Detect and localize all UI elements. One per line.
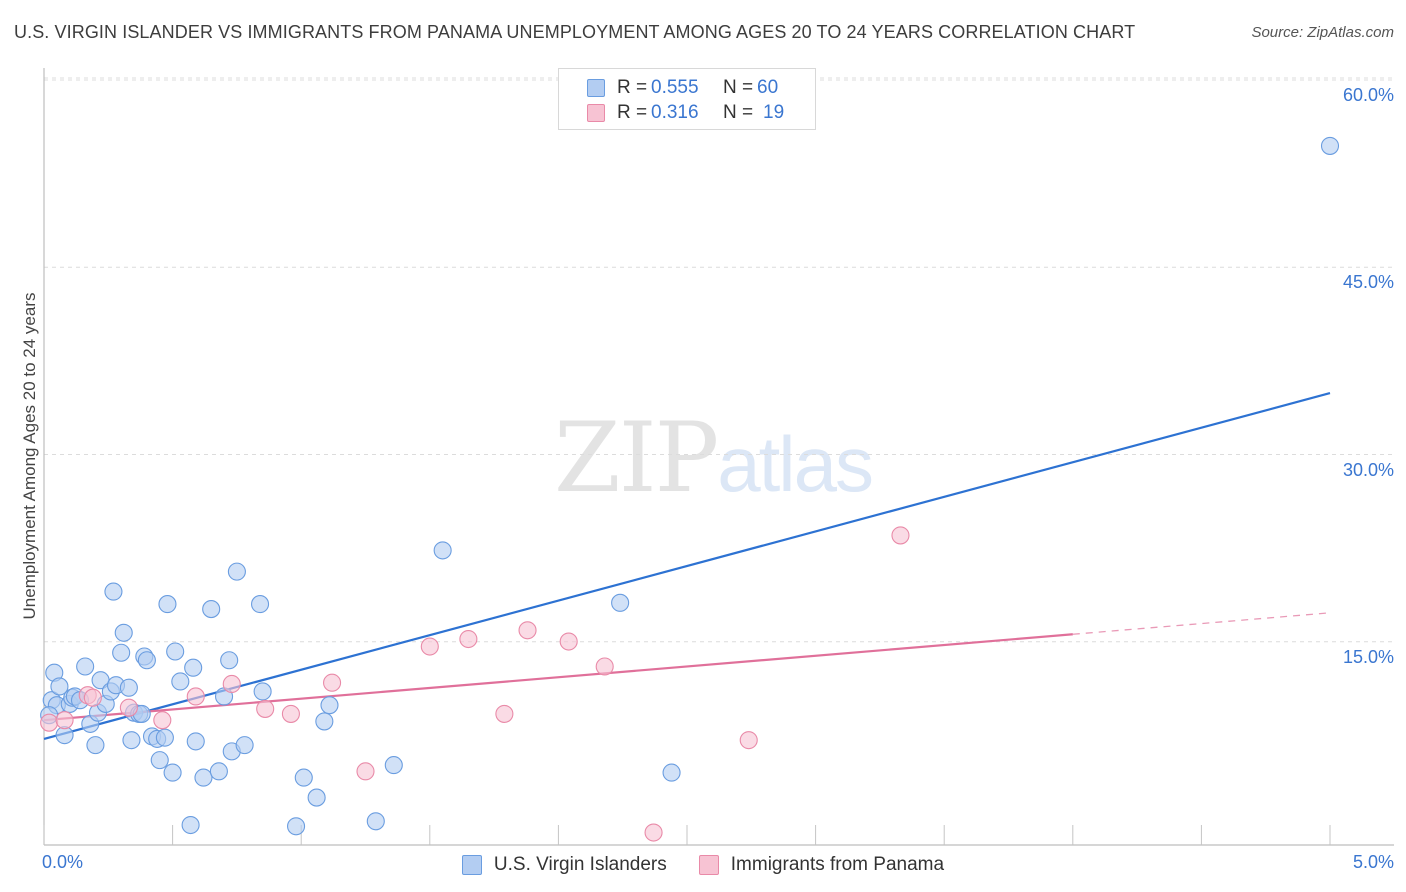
point-panama — [40, 713, 59, 732]
point-panama — [518, 621, 537, 640]
blue-swatch — [461, 855, 482, 875]
point-virgin-islanders — [209, 762, 228, 781]
point-virgin-islanders — [119, 678, 138, 697]
point-virgin-islanders — [662, 763, 681, 782]
point-panama — [153, 711, 172, 730]
watermark-atlas: atlas — [717, 420, 874, 508]
r-value: 0.555 — [651, 77, 699, 98]
point-virgin-islanders — [122, 731, 141, 750]
point-virgin-islanders — [315, 712, 334, 731]
y-tick-label: 45.0% — [1342, 272, 1394, 293]
point-virgin-islanders — [1320, 136, 1340, 155]
point-virgin-islanders — [171, 672, 190, 691]
point-virgin-islanders — [158, 595, 177, 614]
pink-swatch — [698, 855, 719, 875]
point-panama — [256, 699, 275, 718]
trend-lines — [43, 392, 1331, 740]
point-panama — [739, 731, 758, 750]
stats-row-panama: R = 0.316 N = 19 — [559, 100, 784, 126]
trend-line — [43, 392, 1331, 740]
trend-line-extension — [1072, 612, 1331, 635]
point-virgin-islanders — [114, 623, 133, 642]
n-value: 19 — [763, 102, 785, 123]
watermark-zip: ZIP — [554, 402, 719, 514]
legend-label: Immigrants from Panama — [730, 854, 945, 875]
point-virgin-islanders — [250, 595, 270, 614]
point-virgin-islanders — [433, 541, 452, 560]
legend-label: U.S. Virgin Islanders — [493, 854, 667, 875]
n-label: N = — [723, 102, 754, 123]
point-virgin-islanders — [112, 643, 131, 662]
point-virgin-islanders — [384, 756, 403, 775]
point-panama — [559, 632, 578, 651]
point-panama — [281, 704, 300, 723]
point-panama — [891, 526, 910, 545]
point-panama — [323, 673, 342, 692]
y-tick-label: 60.0% — [1342, 85, 1394, 105]
point-virgin-islanders — [86, 736, 105, 755]
point-panama — [420, 637, 439, 656]
point-virgin-islanders — [76, 657, 95, 676]
data-points — [40, 136, 1340, 842]
pink-swatch — [587, 104, 605, 122]
chart-title: U.S. VIRGIN ISLANDER VS IMMIGRANTS FROM … — [14, 22, 1136, 42]
point-virgin-islanders — [186, 732, 205, 751]
x-tick-label-max: 5.0% — [1352, 852, 1394, 872]
y-axis-label: Unemployment Among Ages 20 to 24 years — [20, 292, 39, 620]
point-virgin-islanders — [104, 582, 123, 601]
axes — [43, 68, 1394, 846]
r-label: R = — [617, 77, 648, 98]
point-virgin-islanders — [184, 658, 203, 677]
point-panama — [55, 711, 74, 730]
point-virgin-islanders — [155, 728, 174, 747]
legend-item-virgin-islanders[interactable]: U.S. Virgin Islanders — [461, 854, 667, 876]
point-virgin-islanders — [220, 651, 239, 670]
n-label: N = — [723, 77, 754, 98]
point-panama — [83, 688, 102, 707]
series-legend: U.S. Virgin Islanders Immigrants from Pa… — [0, 852, 1406, 878]
point-virgin-islanders — [366, 812, 385, 831]
blue-swatch — [587, 79, 605, 97]
x-tick-label-min: 0.0% — [42, 852, 84, 872]
trend-line — [43, 633, 1073, 722]
point-virgin-islanders — [235, 736, 254, 755]
point-panama — [356, 762, 375, 781]
point-virgin-islanders — [163, 763, 182, 782]
point-panama — [595, 657, 614, 676]
source-label: Source: ZipAtlas.com — [1251, 24, 1394, 41]
point-virgin-islanders — [611, 593, 630, 612]
point-virgin-islanders — [150, 751, 169, 770]
point-virgin-islanders — [294, 768, 313, 787]
point-panama — [119, 698, 138, 717]
point-virgin-islanders — [320, 696, 339, 715]
n-value: 60 — [757, 77, 779, 98]
point-virgin-islanders — [194, 768, 213, 787]
stats-row-virgin-islanders: R = 0.555 N = 60 — [559, 75, 778, 101]
legend-item-panama[interactable]: Immigrants from Panama — [698, 854, 945, 876]
point-virgin-islanders — [227, 562, 246, 581]
point-virgin-islanders — [307, 788, 326, 807]
point-virgin-islanders — [137, 651, 156, 670]
point-virgin-islanders — [287, 817, 306, 836]
point-virgin-islanders — [50, 677, 69, 696]
point-virgin-islanders — [253, 682, 272, 701]
point-panama — [186, 687, 205, 706]
watermark: ZIPatlas — [554, 402, 874, 514]
point-virgin-islanders — [166, 642, 185, 661]
point-virgin-islanders — [202, 600, 221, 619]
point-virgin-islanders — [181, 815, 200, 835]
stats-legend: R = 0.555 N = 60 R = 0.316 N = 19 — [558, 68, 816, 130]
point-panama — [644, 823, 663, 842]
point-panama — [459, 629, 478, 649]
y-tick-label: 15.0% — [1342, 646, 1394, 667]
r-label: R = — [617, 102, 648, 123]
point-panama — [495, 704, 514, 723]
r-value: 0.316 — [651, 102, 699, 123]
y-tick-label: 30.0% — [1342, 459, 1394, 480]
point-panama — [222, 674, 241, 694]
